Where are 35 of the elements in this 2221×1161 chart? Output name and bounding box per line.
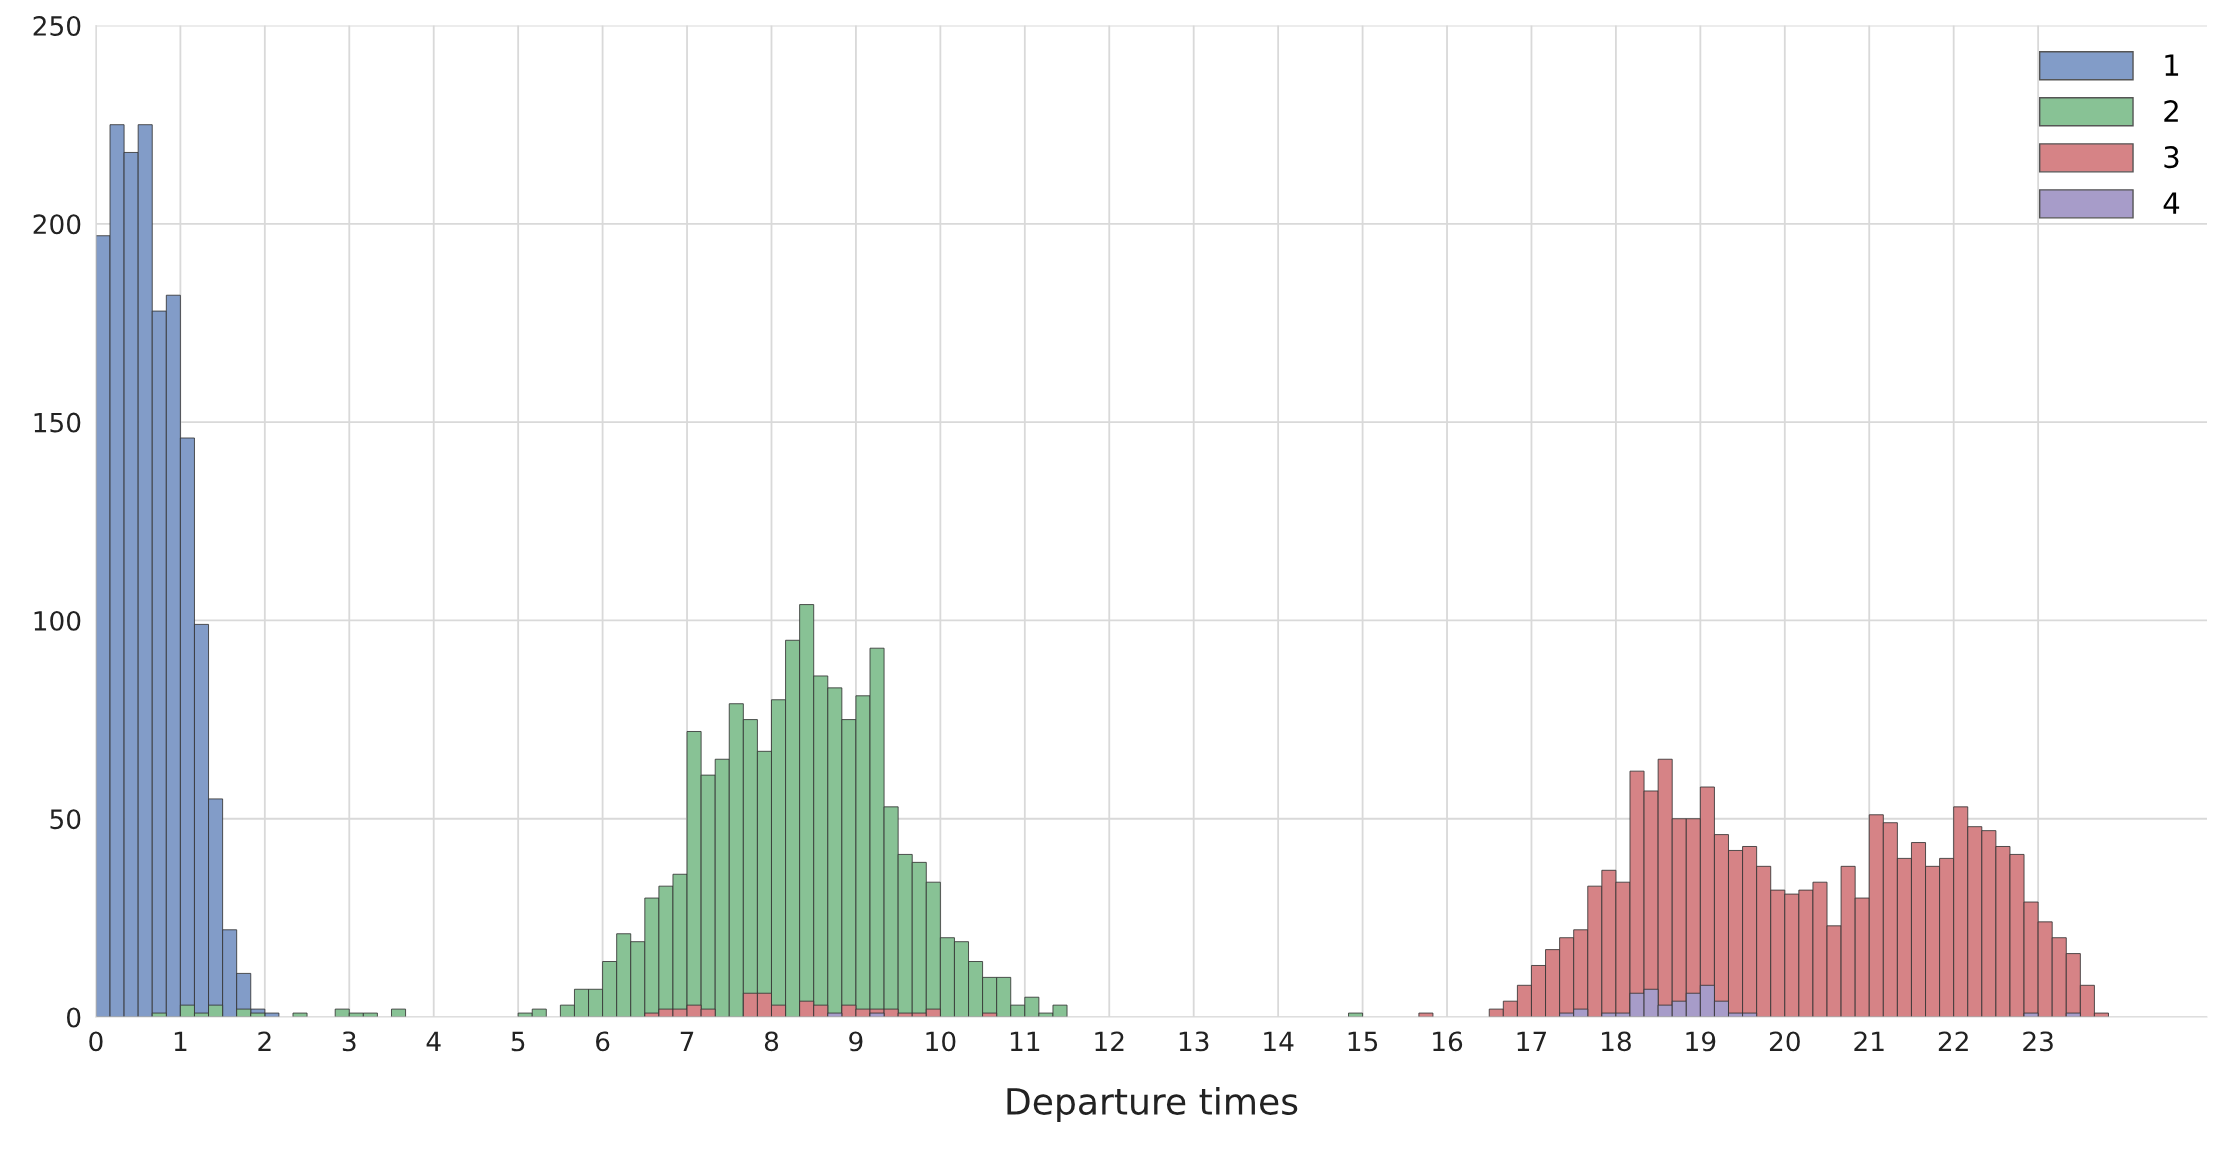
x-tick-label: 7 bbox=[680, 1031, 694, 1051]
y-tick-label: 250 bbox=[33, 15, 81, 36]
x-tick-label: 18 bbox=[1602, 1031, 1631, 1052]
x-tick-label: 12 bbox=[1095, 1031, 1124, 1051]
x-tick-label: 23 bbox=[2023, 1031, 2053, 1052]
y-tick-label: 50 bbox=[50, 809, 81, 830]
x-tick-label: 20 bbox=[1769, 1031, 1800, 1052]
y-tick-label: 0 bbox=[67, 1007, 81, 1028]
x-tick-label: 3 bbox=[342, 1031, 356, 1052]
x-tick-label: 19 bbox=[1686, 1031, 1716, 1052]
x-tick-label: 17 bbox=[1517, 1031, 1546, 1051]
y-tick-label: 150 bbox=[34, 412, 81, 433]
x-axis-title: Departure times bbox=[1007, 1087, 1298, 1122]
x-tick-label: 10 bbox=[926, 1031, 956, 1052]
x-tick-label: 15 bbox=[1348, 1031, 1378, 1052]
x-tick-label: 21 bbox=[1854, 1031, 1884, 1051]
x-tick-label: 4 bbox=[426, 1031, 441, 1051]
x-tick-label: 1 bbox=[174, 1031, 187, 1051]
y-tick-label: 100 bbox=[34, 610, 81, 631]
x-tick-label: 22 bbox=[1938, 1031, 1968, 1051]
legend-label: 2 bbox=[2164, 100, 2178, 122]
x-tick-label: 5 bbox=[511, 1031, 525, 1052]
x-tick-label: 0 bbox=[89, 1031, 103, 1052]
x-tick-label: 11 bbox=[1010, 1031, 1040, 1051]
x-tick-label: 9 bbox=[849, 1031, 863, 1052]
x-tick-label: 16 bbox=[1433, 1031, 1463, 1052]
x-tick-label: 2 bbox=[258, 1031, 271, 1051]
legend-label: 3 bbox=[2164, 146, 2179, 169]
y-tick-label: 200 bbox=[33, 214, 81, 235]
x-tick-label: 13 bbox=[1179, 1031, 1209, 1052]
legend-label: 4 bbox=[2163, 192, 2180, 214]
x-tick-label: 8 bbox=[764, 1031, 779, 1052]
x-tick-label: 14 bbox=[1264, 1031, 1294, 1051]
legend-label: 1 bbox=[2165, 54, 2179, 76]
x-tick-label: 6 bbox=[596, 1031, 610, 1052]
